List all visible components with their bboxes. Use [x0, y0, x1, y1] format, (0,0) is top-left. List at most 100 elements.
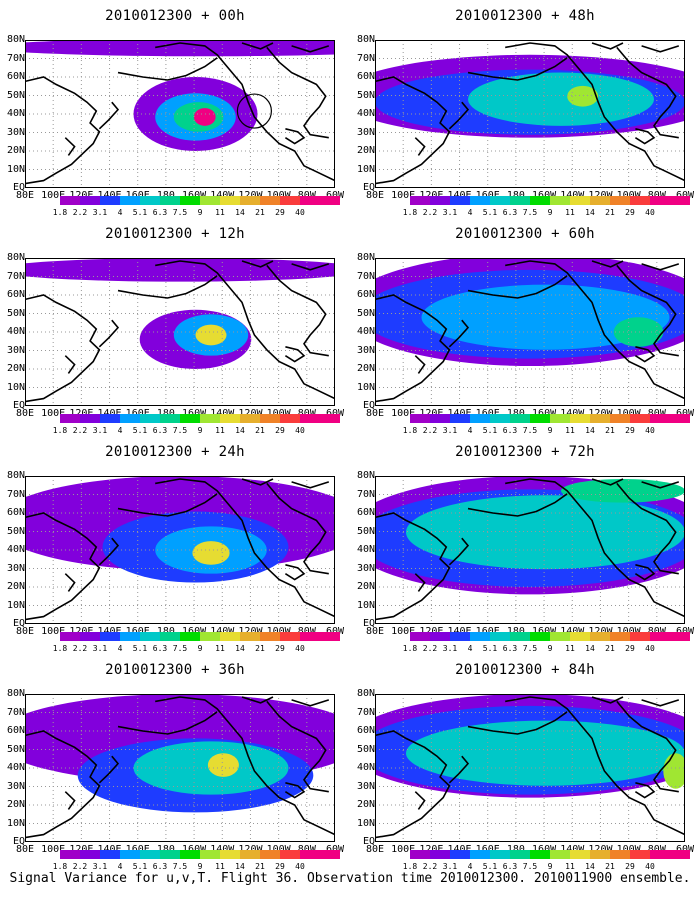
coastline — [591, 42, 624, 50]
colorbar-swatch — [200, 414, 220, 423]
colorbar-label: 11 — [565, 862, 575, 871]
x-tick-label: 160W — [532, 626, 556, 637]
x-tick-label: 140W — [210, 626, 234, 637]
colorbar-label: 6.3 — [152, 208, 168, 217]
x-tick-label: 100E — [391, 844, 416, 855]
colorbar-swatch — [260, 414, 280, 423]
colorbar-label: 21 — [255, 426, 265, 435]
colorbar-label: 14 — [585, 208, 595, 217]
x-tick-label: 120W — [238, 844, 262, 855]
colorbar-label: 5.1 — [482, 644, 498, 653]
x-tick-label: 120E — [69, 190, 93, 201]
x-tick-label: 140W — [560, 626, 584, 637]
colorbar-swatch — [550, 196, 570, 205]
colorbar-swatch — [300, 414, 320, 423]
coastline — [634, 564, 656, 581]
x-tick-label: 120W — [588, 190, 612, 201]
panel-title: 2010012300 + 24h — [105, 444, 245, 460]
coastline — [467, 493, 568, 517]
colorbar-swatch — [610, 196, 630, 205]
y-tick-label: 40N — [6, 762, 25, 773]
colorbar-label: 5.1 — [132, 426, 148, 435]
colorbar-swatch — [60, 414, 80, 423]
x-tick-label: 160E — [476, 190, 500, 201]
map-plot: 80N70N60N50N40N30N20N10NEQ80E100E120E140… — [0, 253, 366, 419]
colorbar-swatch — [300, 196, 320, 205]
colorbar-swatch — [530, 414, 550, 423]
colorbar-label: 5.1 — [132, 862, 148, 871]
colorbar-swatch — [240, 850, 260, 859]
coastline — [467, 57, 568, 81]
colorbar-swatch — [100, 632, 120, 641]
variance-contour — [406, 720, 685, 786]
y-tick-label: 20N — [356, 581, 375, 592]
x-tick-label: 140E — [97, 190, 121, 201]
coastline — [24, 76, 101, 185]
map-svg — [344, 253, 700, 406]
x-tick-label: 120W — [238, 190, 262, 201]
coastline — [241, 696, 274, 704]
x-tick-label: 100E — [391, 408, 416, 419]
x-tick-label: 80E — [365, 408, 385, 419]
x-tick-label: 60W — [676, 408, 694, 419]
y-tick-label: 80N — [6, 688, 25, 699]
y-tick-label: 20N — [6, 799, 25, 810]
figure-caption: Signal Variance for u,v,T. Flight 36. Ob… — [9, 871, 691, 886]
x-tick-label: 140E — [97, 844, 121, 855]
coastline — [634, 128, 656, 145]
colorbar-label: 1.8 — [402, 426, 418, 435]
colorbar — [410, 632, 690, 641]
x-tick-label: 80W — [298, 626, 316, 637]
colorbar-label: 11 — [215, 426, 225, 435]
x-tick-label: 160W — [532, 190, 556, 201]
colorbar-swatch — [320, 414, 340, 423]
observation-circle — [236, 93, 272, 129]
colorbar-label: 6.3 — [502, 208, 518, 217]
colorbar-swatch — [490, 196, 510, 205]
colorbar-swatch — [410, 632, 430, 641]
x-tick-label: 180 — [157, 844, 175, 855]
x-tick-label: 160W — [182, 626, 206, 637]
colorbar-swatch — [60, 850, 80, 859]
map-plot: 80N70N60N50N40N30N20N10NEQ80E100E120E140… — [344, 689, 700, 855]
colorbar-swatch — [140, 414, 160, 423]
y-tick-label: 20N — [6, 363, 25, 374]
coastline — [641, 263, 680, 271]
coastline — [634, 346, 656, 363]
colorbar — [60, 196, 340, 205]
colorbar-label: 4 — [467, 208, 473, 217]
map-frame — [25, 258, 335, 406]
colorbar-label: 7.5 — [172, 208, 188, 217]
colorbar-swatch — [470, 632, 490, 641]
map-plot: 80N70N60N50N40N30N20N10NEQ80E100E120E140… — [344, 471, 700, 637]
coastline — [64, 355, 76, 374]
colorbar-swatch — [650, 632, 670, 641]
colorbar-swatch — [590, 850, 610, 859]
coastline — [155, 42, 336, 182]
y-tick-label: 20N — [6, 145, 25, 156]
x-tick-label: 80E — [15, 190, 35, 201]
x-tick-label: 120W — [588, 844, 612, 855]
colorbar-label: 14 — [235, 426, 245, 435]
y-tick-label: 20N — [356, 799, 375, 810]
y-tick-label: 50N — [6, 525, 25, 537]
colorbar — [60, 850, 340, 859]
colorbar-label: 11 — [565, 426, 575, 435]
coastline — [448, 755, 470, 784]
colorbar-label: 7.5 — [522, 862, 538, 871]
coastline — [284, 346, 306, 363]
colorbar-label: 14 — [585, 426, 595, 435]
y-tick-label: 10N — [6, 381, 25, 393]
colorbar-label: 9 — [547, 426, 553, 435]
map-plot: 80N70N60N50N40N30N20N10NEQ80E100E120E140… — [0, 35, 422, 201]
x-tick-label: 140E — [447, 626, 471, 637]
colorbar-label: 7.5 — [172, 862, 188, 871]
y-tick-label: 70N — [6, 270, 25, 282]
panel-title: 2010012300 + 84h — [455, 662, 595, 678]
colorbar-label: 11 — [215, 208, 225, 217]
coastline — [641, 481, 680, 489]
coastline — [414, 355, 426, 374]
y-tick-label: 20N — [356, 145, 375, 156]
colorbar-swatch — [280, 196, 300, 205]
y-tick-label: 40N — [356, 108, 375, 119]
